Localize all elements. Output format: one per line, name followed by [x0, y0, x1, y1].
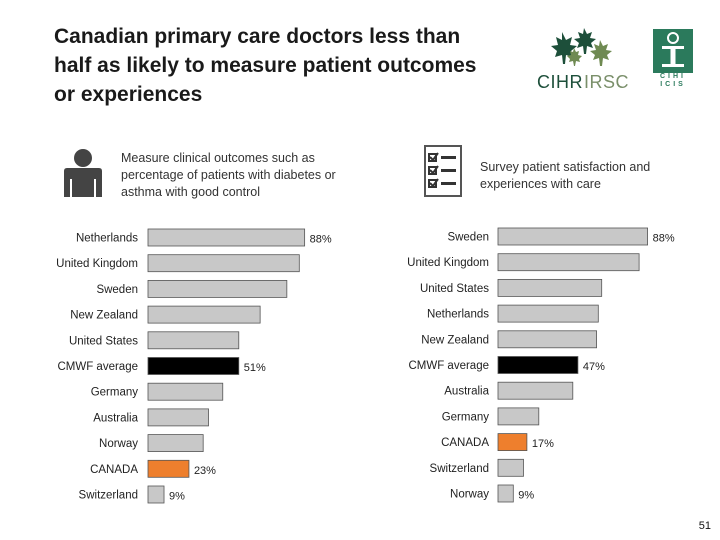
maple-leaves-icon [551, 28, 612, 66]
right-category-label-germany: Germany [442, 411, 490, 423]
right-category-label-united-states: United States [420, 283, 489, 295]
left-category-label-germany: Germany [91, 387, 139, 399]
right-value-label-cmwf-average: 47% [583, 361, 605, 373]
left-chart-caption: Measure clinical outcomes such as percen… [121, 151, 336, 199]
left-bar-netherlands [147, 228, 306, 247]
checklist-icon [424, 145, 462, 197]
left-value-label-netherlands: 88% [310, 234, 332, 246]
right-category-label-cmwf-average: CMWF average [408, 360, 489, 372]
left-bar-cmwf-average [147, 357, 240, 375]
title-line-1: Canadian primary care doctors less than [54, 25, 461, 48]
right-bar-united-states [497, 278, 603, 297]
left-category-label-united-states: United States [69, 335, 138, 347]
right-bar-netherlands [497, 304, 599, 323]
right-bar-new-zealand [497, 330, 597, 349]
left-bar-sweden [147, 279, 288, 298]
right-category-label-sweden: Sweden [447, 232, 489, 244]
left-bar-united-states [147, 331, 240, 350]
left-bar-united-kingdom [147, 254, 300, 273]
left-value-label-switzerland: 9% [169, 491, 185, 503]
left-category-label-norway: Norway [99, 438, 138, 450]
slide-title: Canadian primary care doctors less than … [54, 22, 494, 109]
left-bar-switzerland [147, 485, 165, 504]
left-bar-norway [147, 434, 204, 453]
right-bar-cmwf-average [497, 356, 579, 374]
left-category-label-australia: Australia [93, 412, 138, 424]
person-icon [64, 149, 102, 197]
left-bar-chart: Netherlands 88% United Kingdom Sweden New Ze… [56, 228, 332, 504]
page-number: 51 [698, 520, 711, 532]
right-category-label-switzerland: Switzerland [430, 463, 489, 475]
right-bar-sweden [497, 227, 649, 246]
left-value-label-cmwf-average: 51% [244, 362, 266, 374]
ihi-logo: CIHI ICIS [653, 29, 693, 93]
left-bar-australia [147, 408, 209, 427]
right-bar-canada [497, 433, 528, 452]
right-category-label-new-zealand: New Zealand [421, 334, 489, 346]
left-category-label-new-zealand: New Zealand [70, 310, 138, 322]
right-bar-switzerland [497, 458, 524, 477]
right-bar-australia [497, 381, 574, 400]
title-line-3: or experiences [54, 83, 203, 106]
right-category-label-netherlands: Netherlands [427, 309, 489, 321]
left-bar-germany [147, 382, 224, 401]
right-category-label-united-kingdom: United Kingdom [407, 257, 489, 269]
left-bar-new-zealand [147, 305, 261, 324]
left-category-label-united-kingdom: United Kingdom [56, 258, 138, 270]
left-category-label-netherlands: Netherlands [76, 233, 138, 245]
ihi-letters-bottom: ICIS [660, 81, 686, 88]
ihi-mark-icon [653, 29, 693, 73]
ihi-letters-top: CIHI [660, 73, 686, 80]
right-bar-united-kingdom [497, 253, 640, 272]
right-bar-germany [497, 407, 540, 426]
left-value-label-canada: 23% [194, 465, 216, 477]
left-category-label-sweden: Sweden [96, 284, 138, 296]
right-category-label-norway: Norway [450, 489, 489, 501]
right-category-label-australia: Australia [444, 386, 489, 398]
right-bar-norway [497, 484, 514, 503]
cihr-logo: CIHRIRSC [532, 26, 632, 94]
right-category-label-canada: CANADA [441, 437, 489, 449]
left-category-label-canada: CANADA [90, 464, 138, 476]
right-value-label-sweden: 88% [653, 233, 675, 245]
left-category-label-switzerland: Switzerland [79, 490, 138, 502]
right-bar-chart: Sweden 88% United Kingdom United States Neth… [407, 227, 675, 503]
left-category-label-cmwf-average: CMWF average [57, 361, 138, 373]
right-value-label-norway: 9% [518, 490, 534, 502]
irsc-wordmark: IRSC [584, 72, 630, 92]
cihr-wordmark: CIHR [537, 72, 583, 92]
left-bar-canada [147, 459, 190, 478]
title-line-2: half as likely to measure patient outcom… [54, 54, 477, 77]
right-chart-caption: Survey patient satisfaction and experien… [480, 160, 651, 191]
right-value-label-canada: 17% [532, 438, 554, 450]
